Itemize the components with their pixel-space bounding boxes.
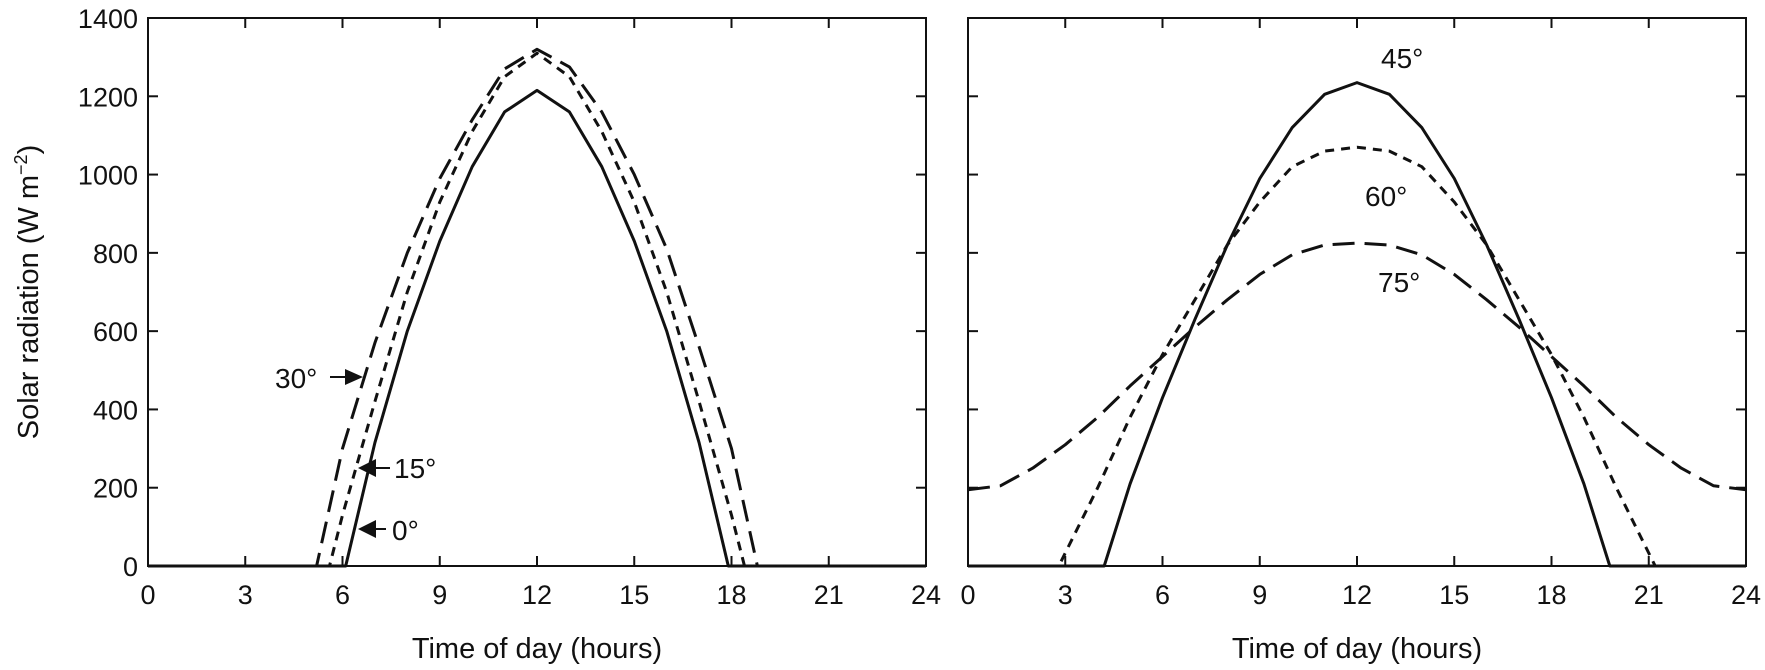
right-x-tick-label: 18: [1536, 580, 1566, 610]
right-ticks: 0 3 6 9 12 15 18 21 24: [960, 17, 1761, 610]
left-y-tick-label: 800: [93, 239, 138, 269]
right-x-tick-label: 6: [1155, 580, 1170, 610]
annotation-60-label: 60°: [1365, 181, 1407, 212]
left-x-tick-label: 18: [716, 580, 746, 610]
left-x-tick-label: 9: [432, 580, 447, 610]
arrow-left-icon: [358, 459, 376, 477]
right-series-line-60deg: [968, 145, 1746, 568]
right-xlabel: Time of day (hours): [1232, 633, 1482, 665]
right-x-tick-label: 12: [1342, 580, 1372, 610]
arrow-right-icon: [345, 369, 363, 385]
annotation-30-label: 30°: [275, 363, 317, 394]
left-ylabel: Solar radiation (W m−2): [11, 145, 45, 440]
left-xlabel: Time of day (hours): [412, 633, 662, 665]
left-x-tick-label: 15: [619, 580, 649, 610]
left-series-group: [148, 47, 926, 568]
left-y-tick-label: 400: [93, 395, 138, 425]
left-x-tick-label: 3: [238, 580, 253, 610]
right-x-tick-label: 21: [1634, 580, 1664, 610]
annotation-0-label: 0°: [392, 515, 419, 546]
left-series-line-0deg: [148, 88, 926, 568]
left-x-tick-label: 6: [335, 580, 350, 610]
left-x-tick-label: 0: [140, 580, 155, 610]
right-series-line-45deg: [968, 81, 1746, 568]
left-y-tick-label: 0: [123, 552, 138, 582]
left-y-tick-label: 200: [93, 474, 138, 504]
left-series-line-30deg: [148, 47, 926, 568]
right-series-group: [967, 81, 1747, 568]
left-x-tick-label: 21: [814, 580, 844, 610]
left-plot-frame: [147, 17, 927, 567]
annotation-15-label: 15°: [394, 453, 436, 484]
left-panel: 0 3 6 9 12 15 18 21 240200400600800100012001400 …: [11, 4, 941, 665]
right-panel: 0 3 6 9 12 15 18 21 24 Time of day (hours) 45° 6…: [960, 17, 1761, 665]
left-y-tick-label: 1400: [78, 4, 138, 34]
right-series-line-75deg: [967, 241, 1747, 492]
annotation-15: 15°: [358, 453, 436, 484]
annotation-0: 0°: [358, 515, 419, 546]
right-x-tick-label: 24: [1731, 580, 1761, 610]
left-x-tick-label: 24: [911, 580, 941, 610]
annotation-30: 30°: [275, 363, 363, 394]
right-x-tick-label: 3: [1058, 580, 1073, 610]
right-x-tick-label: 15: [1439, 580, 1469, 610]
left-y-tick-label: 1200: [78, 82, 138, 112]
left-series-line-15deg: [148, 51, 926, 568]
annotation-45-label: 45°: [1381, 43, 1423, 74]
right-x-tick-label: 0: [960, 580, 975, 610]
right-x-tick-label: 9: [1252, 580, 1267, 610]
right-plot-frame: [967, 17, 1747, 567]
left-y-tick-label: 600: [93, 317, 138, 347]
left-x-tick-label: 12: [522, 580, 552, 610]
left-y-tick-label: 1000: [78, 161, 138, 191]
arrow-left-icon: [358, 520, 376, 538]
left-ticks: 0 3 6 9 12 15 18 21 24 0 200 400 600 800 1000 1200 1400: [78, 4, 941, 610]
annotation-75-label: 75°: [1378, 267, 1420, 298]
